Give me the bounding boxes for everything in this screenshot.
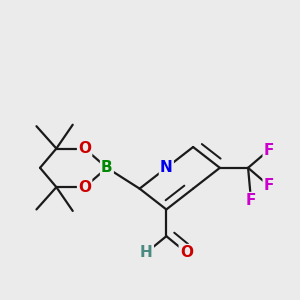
Text: F: F (264, 142, 274, 158)
Text: F: F (246, 193, 256, 208)
Text: O: O (180, 245, 193, 260)
Text: F: F (264, 178, 274, 193)
Text: B: B (101, 160, 113, 175)
Text: H: H (140, 245, 153, 260)
Text: O: O (78, 180, 91, 195)
Text: O: O (78, 141, 91, 156)
Text: N: N (160, 160, 173, 175)
